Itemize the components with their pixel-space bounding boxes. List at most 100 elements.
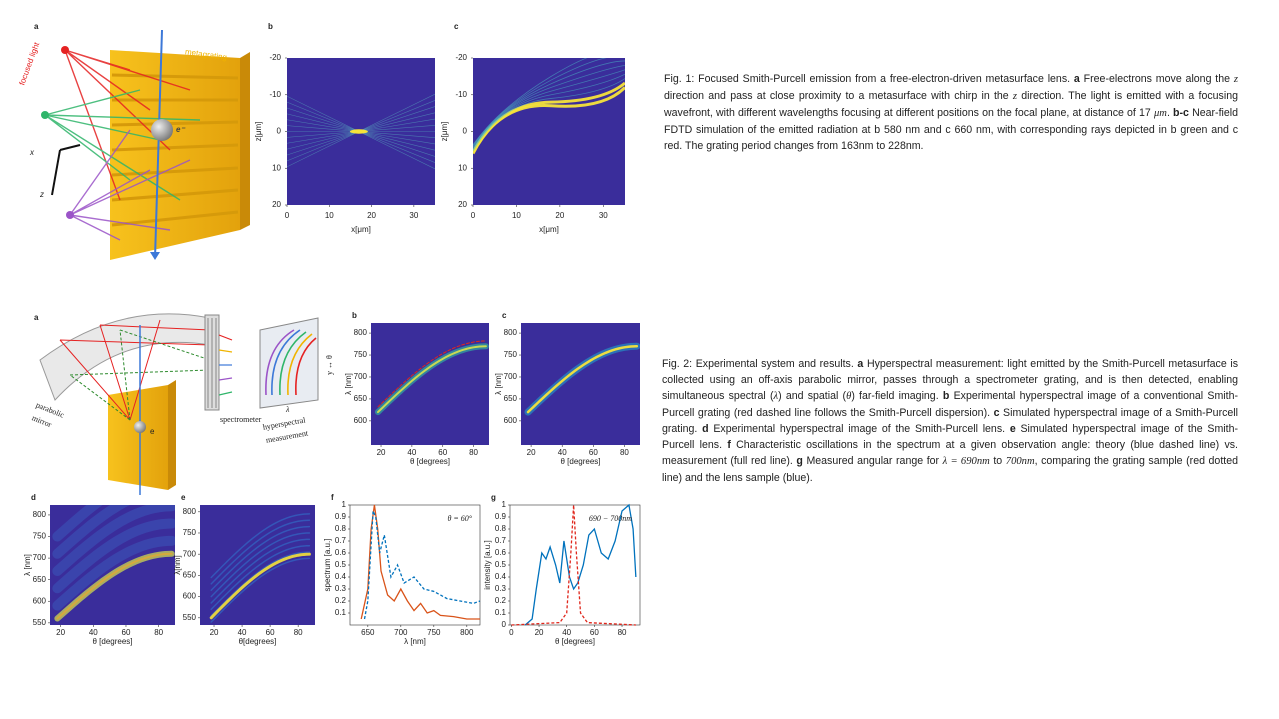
- data-line: [511, 504, 636, 626]
- spectral-band: [376, 345, 487, 414]
- plot-panel: g 690 − 700nm 0 20 40 60 80 0 0.1 0.2 0.3 0.4 0.5 0.6…: [483, 493, 641, 646]
- x-tick-label: 20: [210, 628, 219, 637]
- y-tick-label: 700: [33, 553, 47, 562]
- y-tick-label: 0.1: [495, 608, 507, 617]
- parabolic-mirror: [39, 313, 211, 401]
- y-tick-label: -10: [269, 90, 281, 99]
- x-tick-label: 20: [377, 448, 386, 457]
- axis-text: x: [29, 148, 35, 157]
- spectral-band: [52, 535, 175, 611]
- y-axis-label: z[μm]: [254, 122, 263, 142]
- y-tick-label: 800: [33, 510, 47, 519]
- spectral-band: [209, 552, 311, 620]
- caption-text: θ: [846, 391, 852, 402]
- caption-text: f: [727, 439, 731, 451]
- spectral-band: [210, 551, 311, 617]
- caption-text: λ: [773, 391, 779, 402]
- caption-text: a: [1073, 73, 1080, 85]
- annotation: 690 − 700nm: [589, 514, 632, 523]
- electron-label: e: [150, 427, 155, 436]
- y-axis-label: λ [nm]: [494, 373, 503, 395]
- caption-text: 700nm: [1005, 456, 1035, 467]
- y-tick-label: 0.7: [495, 536, 507, 545]
- focus: [349, 129, 368, 134]
- panel-label: a: [34, 22, 39, 31]
- x-tick-label: 20: [527, 448, 536, 457]
- x-tick-label: 800: [460, 628, 474, 637]
- plot-panel: c 0 10 20 30 -20 -10 0 10 20 x[μm] z[μm]: [440, 22, 625, 234]
- y-tick-label: 750: [354, 350, 368, 359]
- panel-label: e: [181, 493, 186, 502]
- caption-text: b: [942, 390, 950, 402]
- illustration-text: y ↔ θ: [325, 355, 334, 375]
- y-tick-label: 0: [502, 620, 507, 629]
- caption-text: μm: [1153, 108, 1167, 119]
- sample: [108, 385, 168, 490]
- caption-text: b-c: [1173, 107, 1189, 119]
- y-tick-label: 0: [463, 127, 468, 136]
- spectral-band: [52, 505, 175, 577]
- caption-text: ) far-field imaging.: [851, 390, 943, 402]
- x-tick-label: 650: [361, 628, 375, 637]
- data-line: [363, 510, 481, 620]
- heatmap-background: [200, 505, 315, 625]
- heatmap: [209, 513, 311, 623]
- caption-text: d: [702, 423, 709, 435]
- light-rays: [44, 49, 201, 241]
- x-tick-label: 60: [590, 628, 599, 637]
- plot-panel: b 20 40 60 80 600 650 700 750 800 θ [degrees] λ [nm…: [344, 311, 489, 466]
- y-tick-label: 0.9: [335, 512, 347, 521]
- x-tick-label: 30: [409, 211, 418, 220]
- y-tick-label: 700: [354, 372, 368, 381]
- electron-label: e⁻: [176, 125, 185, 134]
- caption-text: Experimental hyperspectral image of the …: [708, 423, 1010, 435]
- spectral-band: [526, 345, 639, 414]
- caption-text: to: [989, 455, 1006, 467]
- x-tick-label: 80: [618, 628, 627, 637]
- caption-text: direction and pass at close proximity to…: [664, 90, 1013, 102]
- panel-label: f: [331, 493, 334, 502]
- y-tick-label: 1: [342, 500, 347, 509]
- x-tick-label: 40: [562, 628, 571, 637]
- caption-text: Measured angular range for: [802, 455, 943, 467]
- y-tick-label: 750: [33, 532, 47, 541]
- x-axis-label: θ [degrees]: [92, 637, 132, 646]
- metagrating: [110, 50, 240, 260]
- spectral-band: [52, 518, 175, 594]
- y-tick-label: 10: [272, 163, 281, 172]
- y-tick-label: -20: [455, 53, 467, 62]
- x-tick-label: 700: [394, 628, 408, 637]
- illustration-text: measurement: [265, 428, 309, 444]
- heatmap: [374, 340, 489, 416]
- y-tick-label: 600: [504, 416, 518, 425]
- metagrating-side: [240, 52, 250, 230]
- plot-panel: b 0 10 20 30 -20 -10 0 10 20 x[μm] z[μm]: [254, 22, 435, 234]
- panel-label: b: [352, 311, 357, 320]
- illustration-text: spectrometer: [220, 415, 262, 424]
- x-tick-label: 40: [89, 628, 98, 637]
- panel-label: g: [491, 493, 496, 502]
- spectral-band: [210, 557, 311, 623]
- data-line: [360, 504, 480, 620]
- x-tick-label: 80: [469, 448, 478, 457]
- y-tick-label: 600: [33, 596, 47, 605]
- spectral-band: [377, 340, 487, 408]
- illustration-2: a e spectrometer parabolic mirror hypers…: [31, 313, 334, 495]
- spectral-band: [56, 552, 173, 620]
- caption-text: Fig. 2: Experimental system and results.: [662, 358, 858, 370]
- spectral-band: [210, 519, 311, 585]
- illustration-text: λ: [285, 405, 290, 414]
- y-axis-label: z[μm]: [440, 122, 449, 142]
- x-tick-label: 30: [599, 211, 608, 220]
- x-axis-label: x[μm]: [351, 225, 371, 234]
- caption-text: c: [993, 407, 1000, 419]
- y-tick-label: -20: [269, 53, 281, 62]
- y-axis-label: intensity [a.u.]: [483, 540, 492, 589]
- y-tick-label: 550: [183, 613, 197, 622]
- caption-text: Free-electrons move along the: [1079, 73, 1234, 85]
- y-tick-label: 750: [504, 350, 518, 359]
- plot-panel: c 20 40 60 80 600 650 700 750 800 θ [degrees] λ [nm…: [494, 311, 640, 466]
- x-tick-label: 0: [509, 628, 514, 637]
- caption-text: Simulated hyperspectral image of the Smi…: [662, 423, 1238, 451]
